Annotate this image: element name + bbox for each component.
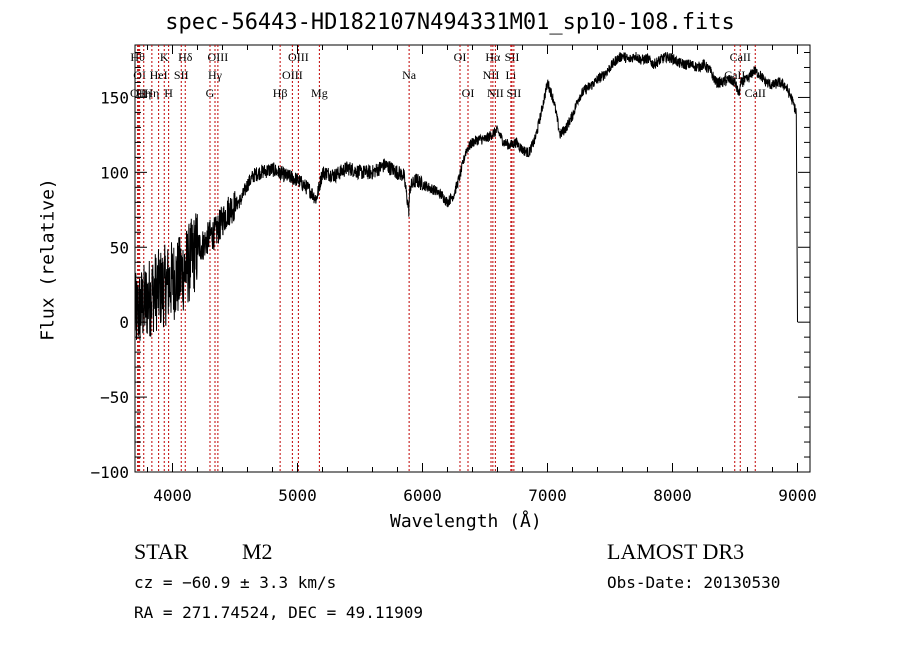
line-label: OIII xyxy=(208,50,229,64)
line-label: OII xyxy=(130,86,147,100)
line-label: Hβ xyxy=(273,86,288,100)
x-tick-label: 7000 xyxy=(528,486,567,505)
y-tick-label: −50 xyxy=(100,388,129,407)
line-label: Hα xyxy=(485,50,501,64)
object-subclass: M2 xyxy=(242,539,273,564)
survey-name: LAMOST DR3 xyxy=(607,539,745,564)
x-tick-label: 4000 xyxy=(153,486,192,505)
y-tick-label: −100 xyxy=(90,463,129,482)
ra-dec: RA = 271.74524, DEC = 49.11909 xyxy=(134,603,423,622)
y-axis: −100 −50 0 50 100 150 xyxy=(90,51,810,482)
redshift-cz: cz = −60.9 ± 3.3 km/s xyxy=(134,573,337,592)
x-tick-label: 8000 xyxy=(653,486,692,505)
line-label: NII xyxy=(483,68,500,82)
line-label: OI xyxy=(462,86,475,100)
line-label: Hθ xyxy=(130,50,145,64)
spectrum-series xyxy=(134,51,798,341)
line-label: CaII xyxy=(745,86,766,100)
line-label: Hδ xyxy=(178,50,193,64)
object-class: STAR xyxy=(134,539,189,564)
spectrum-line xyxy=(134,51,798,341)
line-label: NII xyxy=(487,86,504,100)
y-tick-label: 0 xyxy=(119,313,129,332)
x-axis: 4000 5000 6000 7000 8000 9000 xyxy=(147,45,817,505)
y-tick-label: 100 xyxy=(100,163,129,182)
x-tick-label: 6000 xyxy=(403,486,442,505)
line-label: H xyxy=(164,86,173,100)
x-axis-label: Wavelength (Å) xyxy=(390,511,542,532)
line-label: G xyxy=(206,86,215,100)
line-label: Hη xyxy=(136,86,151,100)
line-label: OIII xyxy=(288,50,309,64)
line-label: SII xyxy=(507,86,522,100)
x-tick-label: 9000 xyxy=(778,486,817,505)
line-label: Li xyxy=(506,68,517,82)
line-label: SII xyxy=(505,50,520,64)
line-label: Na xyxy=(402,68,417,82)
line-label: Mg xyxy=(311,86,328,100)
line-label: Hη xyxy=(144,86,159,100)
y-tick-label: 150 xyxy=(100,88,129,107)
line-label: OIII xyxy=(282,68,303,82)
line-label: Hγ xyxy=(208,68,223,82)
line-label: HeI xyxy=(150,68,168,82)
obs-date: Obs-Date: 20130530 xyxy=(607,573,781,592)
line-label: OI xyxy=(454,50,467,64)
y-axis-label: Flux (relative) xyxy=(37,178,59,341)
line-label: OI xyxy=(133,68,146,82)
x-tick-label: 5000 xyxy=(278,486,317,505)
line-label: SII xyxy=(174,68,189,82)
line-label: K xyxy=(160,50,169,64)
y-tick-label: 50 xyxy=(110,238,129,257)
line-label: CaII xyxy=(730,50,751,64)
chart-title: spec-56443-HD182107N494331M01_sp10-108.f… xyxy=(165,10,735,35)
